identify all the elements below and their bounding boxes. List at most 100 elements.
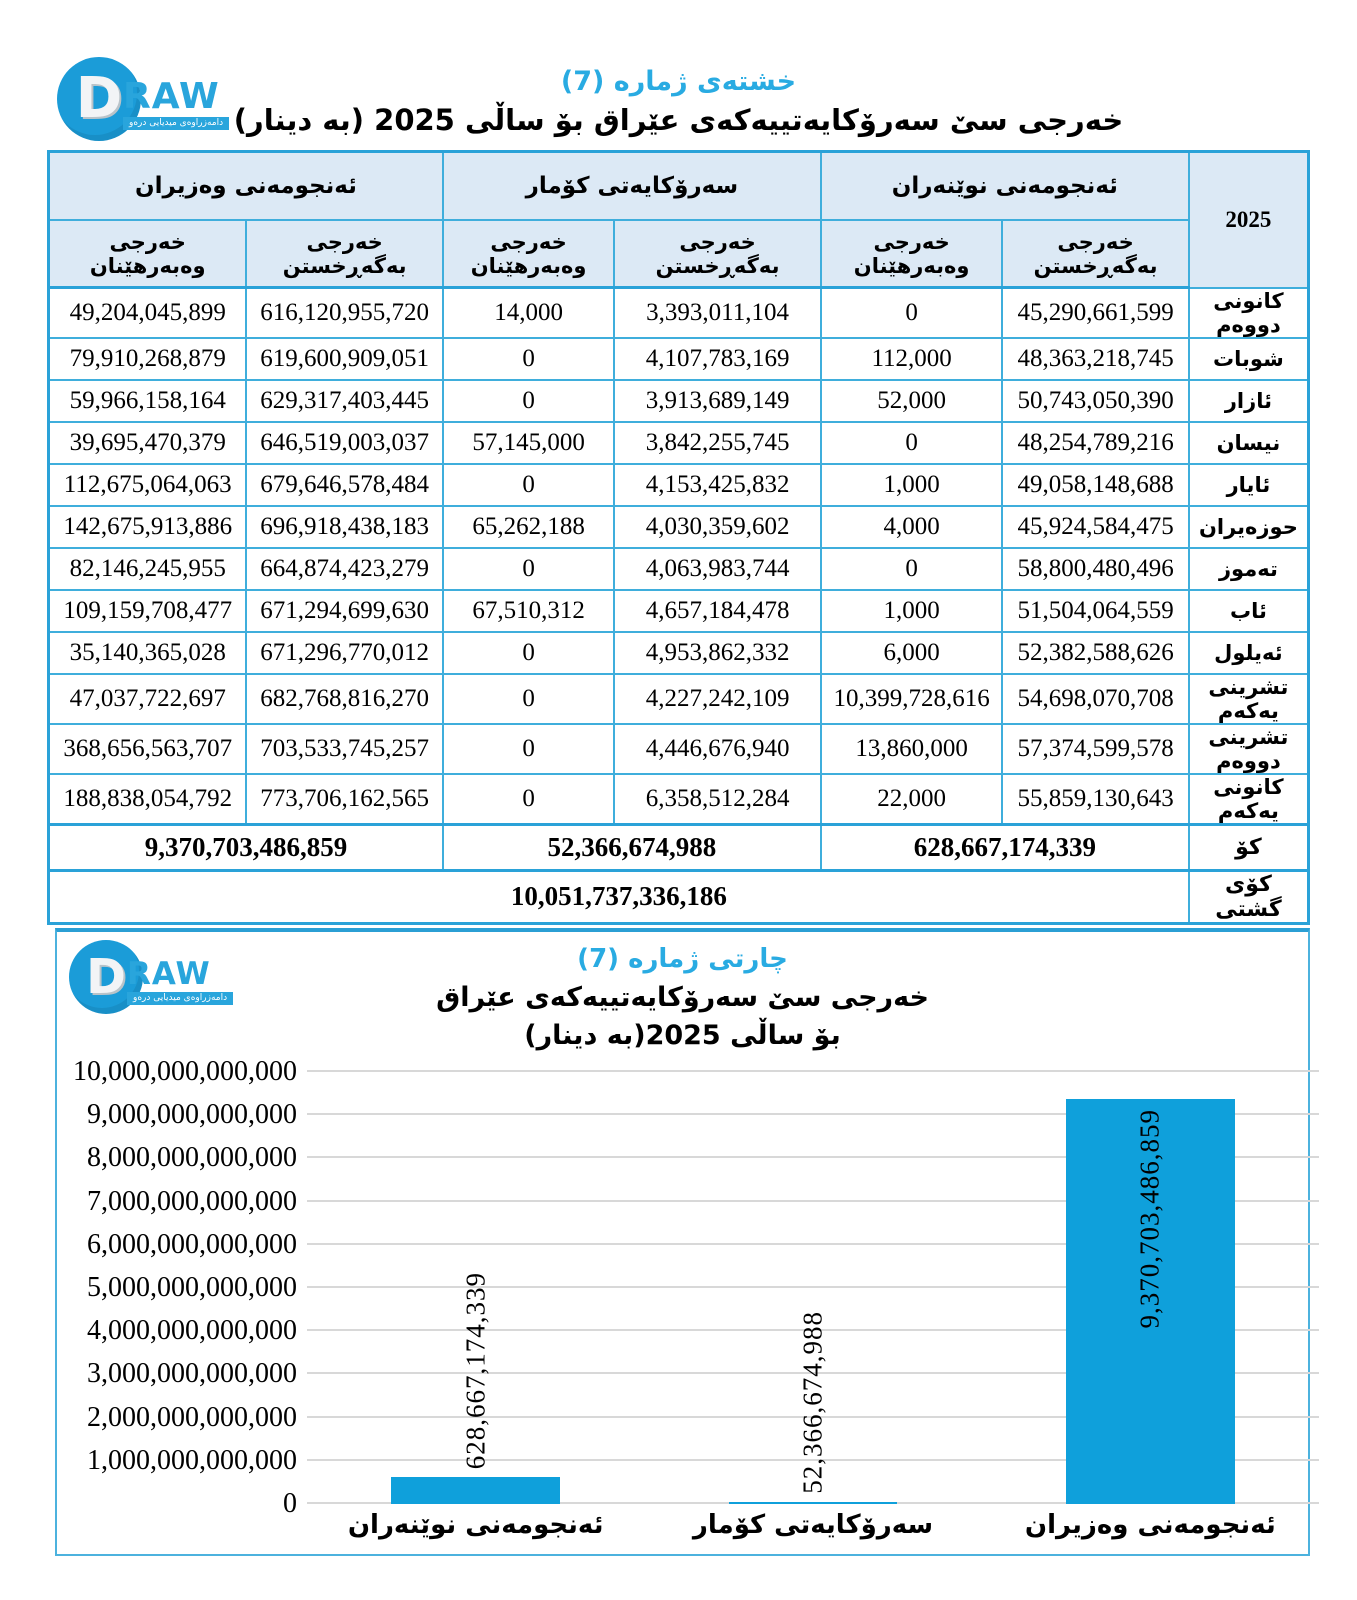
value-cell: 0 xyxy=(441,772,616,825)
value-cell: 1,000 xyxy=(819,462,1004,507)
month-cell: ئاب xyxy=(1187,588,1310,633)
month-cell: ئازار xyxy=(1187,378,1310,423)
value-cell: 696,918,438,183 xyxy=(245,504,444,549)
value-cell: 4,107,783,169 xyxy=(613,336,822,381)
value-cell: 188,838,054,792 xyxy=(47,772,248,825)
value-cell: 52,382,588,626 xyxy=(1001,630,1190,675)
value-cell: 57,374,599,578 xyxy=(1001,722,1190,775)
group-header-ministers: ئەنجومەنی وەزیران xyxy=(47,150,444,221)
gridline xyxy=(307,1415,1319,1418)
value-cell: 671,294,699,630 xyxy=(245,588,444,633)
subheader-operational: خەرجی بەگەڕخستن xyxy=(613,219,822,289)
table-row: تشرینی یەکەم 54,698,070,708 10,399,728,616… xyxy=(47,672,1310,725)
month-cell: حوزەیران xyxy=(1187,504,1310,549)
value-cell: 4,153,425,832 xyxy=(613,462,822,507)
value-cell: 3,842,255,745 xyxy=(613,420,822,465)
gridline xyxy=(307,1372,1319,1375)
value-cell: 142,675,913,886 xyxy=(47,504,248,549)
value-cell: 112,000 xyxy=(819,336,1004,381)
y-axis-tick-label: 0 xyxy=(283,1488,297,1519)
table-row: شوبات 48,363,218,745 112,000 4,107,783,169 0… xyxy=(47,336,1310,381)
y-axis-tick-label: 1,000,000,000,000 xyxy=(87,1444,297,1476)
subheader-operational: خەرجی بەگەڕخستن xyxy=(245,219,444,289)
x-axis-category-label: ئەنجومەنی نوێنەران xyxy=(347,1510,604,1540)
total-republic: 52,366,674,988 xyxy=(441,822,822,871)
bar-data-label: 52,366,674,988 xyxy=(797,1310,828,1494)
bar-2 xyxy=(728,1501,898,1504)
draw-logo: D RAW دامەزراوەی میدیایی درەو xyxy=(57,57,230,141)
month-cell: تەموز xyxy=(1187,546,1310,591)
value-cell: 646,519,003,037 xyxy=(245,420,444,465)
value-cell: 45,290,661,599 xyxy=(1001,286,1190,339)
y-axis-tick-label: 5,000,000,000,000 xyxy=(87,1272,297,1303)
gridline xyxy=(307,1329,1319,1332)
value-cell: 368,656,563,707 xyxy=(47,722,248,775)
bar-slot: 52,366,674,988 xyxy=(644,1072,981,1504)
value-cell: 39,695,470,379 xyxy=(47,420,248,465)
chart-title-number: چارتی ژماره (7) xyxy=(577,944,788,974)
logo-wordmark: RAW دامەزراوەی میدیایی درەو xyxy=(127,956,234,1005)
y-axis-tick-label: 9,000,000,000,000 xyxy=(87,1099,297,1131)
month-cell: نیسان xyxy=(1187,420,1310,465)
value-cell: 0 xyxy=(441,672,616,725)
totals-label: کۆ xyxy=(1187,822,1310,871)
bar-chart-plot-area: 628,667,174,339 52,366,674,988 9,370,703,4… xyxy=(307,1070,1319,1504)
grand-total-label: کۆی گشتی xyxy=(1187,868,1310,924)
table-row: کانونی دووەم 45,290,661,599 0 3,393,011,104… xyxy=(47,286,1310,339)
value-cell: 10,399,728,616 xyxy=(819,672,1004,725)
value-cell: 45,924,584,475 xyxy=(1001,504,1190,549)
value-cell: 629,317,403,445 xyxy=(245,378,444,423)
group-header-republic: سەرۆکایەتی کۆمار xyxy=(441,150,822,221)
logo-raw-text: RAW xyxy=(127,956,211,992)
value-cell: 4,446,676,940 xyxy=(613,722,822,775)
value-cell: 3,393,011,104 xyxy=(613,286,822,339)
value-cell: 3,913,689,149 xyxy=(613,378,822,423)
value-cell: 35,140,365,028 xyxy=(47,630,248,675)
y-axis-tick-label: 10,000,000,000,000 xyxy=(73,1056,297,1087)
month-cell: ئەیلول xyxy=(1187,630,1310,675)
value-cell: 4,030,359,602 xyxy=(613,504,822,549)
value-cell: 0 xyxy=(441,462,616,507)
y-axis-tick-label: 3,000,000,000,000 xyxy=(87,1358,297,1390)
group-header-representatives: ئەنجومەنی نوێنەران xyxy=(819,150,1190,221)
value-cell: 0 xyxy=(441,336,616,381)
bar-data-label: 9,370,703,486,859 xyxy=(1134,1109,1165,1329)
x-axis-category-label: ئەنجومەنی وەزیران xyxy=(1024,1510,1276,1540)
bar-slot: 628,667,174,339 xyxy=(307,1072,644,1504)
gridline xyxy=(307,1458,1319,1461)
subheader-investment: خەرجی وەبەرهێنان xyxy=(441,219,616,289)
value-cell: 48,363,218,745 xyxy=(1001,336,1190,381)
value-cell: 13,860,000 xyxy=(819,722,1004,775)
total-ministers: 9,370,703,486,859 xyxy=(47,822,444,871)
value-cell: 682,768,816,270 xyxy=(245,672,444,725)
value-cell: 58,800,480,496 xyxy=(1001,546,1190,591)
logo-tagline: دامەزراوەی میدیایی درەو xyxy=(123,117,230,130)
value-cell: 82,146,245,955 xyxy=(47,546,248,591)
value-cell: 51,504,064,559 xyxy=(1001,588,1190,633)
subheader-operational: خەرجی بەگەڕخستن xyxy=(1001,219,1190,289)
logo-letter-d: D xyxy=(75,66,123,131)
month-cell: کانونی یەکەم xyxy=(1187,772,1310,825)
table-row: حوزەیران 45,924,584,475 4,000 4,030,359,602… xyxy=(47,504,1310,549)
draw-logo-d-icon: D xyxy=(57,57,141,141)
chart-section: D RAW دامەزراوەی میدیایی درەو چارتی ژمار… xyxy=(55,928,1319,1556)
bars-container: 628,667,174,339 52,366,674,988 9,370,703,4… xyxy=(307,1072,1319,1504)
logo-wordmark: RAW دامەزراوەی میدیایی درەو xyxy=(123,79,230,130)
gridline xyxy=(307,1242,1319,1245)
value-cell: 109,159,708,477 xyxy=(47,588,248,633)
value-cell: 52,000 xyxy=(819,378,1004,423)
x-axis-category-label: سەرۆکایەتی کۆمار xyxy=(692,1510,934,1540)
gridline xyxy=(307,1113,1319,1116)
value-cell: 4,953,862,332 xyxy=(613,630,822,675)
x-axis: ئەنجومەنی نوێنەران سەرۆکایەتی کۆمار ئەنجوم… xyxy=(307,1510,1319,1540)
table-title-number: خشتەی ژماره (7) xyxy=(560,66,797,97)
month-cell: شوبات xyxy=(1187,336,1310,381)
value-cell: 112,675,064,063 xyxy=(47,462,248,507)
expenses-table: 2025 ئەنجومەنی نوێنەران سەرۆکایەتی کۆمار… xyxy=(47,150,1310,925)
y-axis-tick-label: 8,000,000,000,000 xyxy=(87,1142,297,1174)
y-axis-tick-label: 2,000,000,000,000 xyxy=(87,1401,297,1433)
subheader-investment: خەرجی وەبەرهێنان xyxy=(819,219,1004,289)
month-cell: تشرینی دووەم xyxy=(1187,722,1310,775)
gridline xyxy=(307,1286,1319,1288)
value-cell: 0 xyxy=(441,630,616,675)
